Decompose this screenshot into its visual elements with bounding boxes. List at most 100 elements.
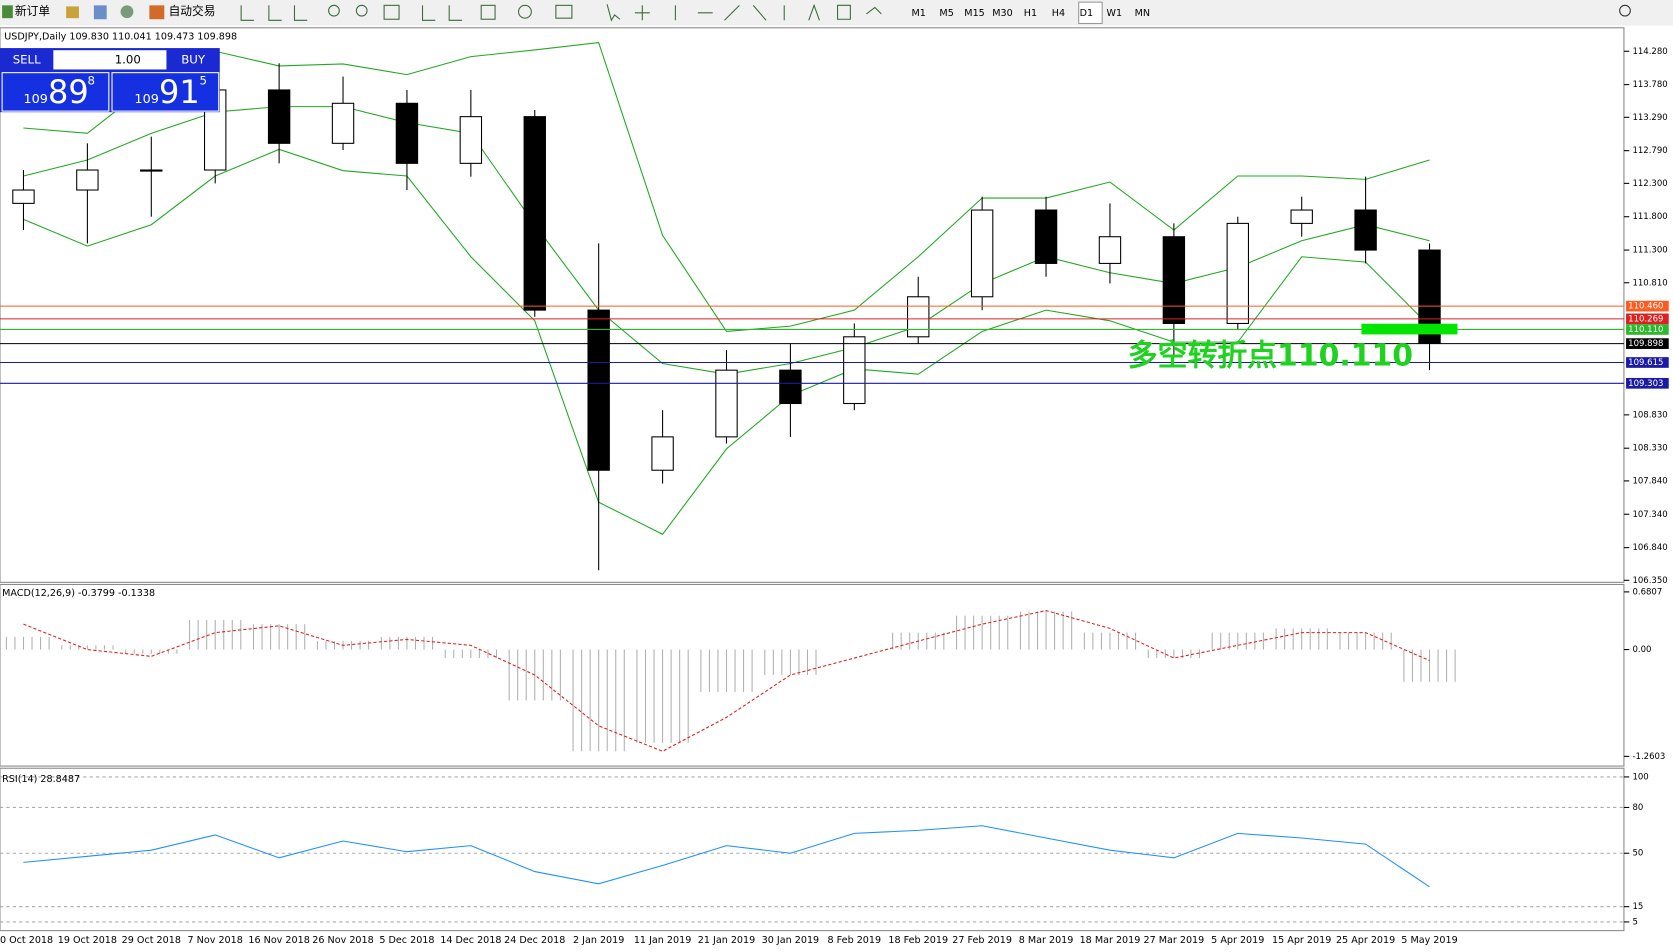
level-label: 110.110 [1628,325,1663,335]
active-timeframe [1078,1,1103,25]
y-tick-label: 113.780 [1632,80,1667,90]
x-tick-label: 19 Oct 2018 [58,935,117,946]
y-tick-label: 106.840 [1632,543,1667,553]
y-tick-label: 0.00 [1632,645,1651,655]
y-tick-label: 50 [1632,849,1643,859]
timeframe[interactable]: M15 [964,8,984,19]
y-tick-label: 111.800 [1632,212,1667,222]
x-tick-label: 26 Nov 2018 [312,935,373,946]
timeframe[interactable]: H4 [1052,8,1065,19]
level-label: 110.269 [1628,314,1663,324]
y-tick-label: 5 [1632,917,1637,927]
buy[interactable]: BUY [181,52,206,66]
lots[interactable]: 1.00 [115,52,141,66]
sell-button[interactable] [2,50,52,70]
timeframe[interactable]: M30 [992,8,1012,19]
level-label: 110.460 [1628,302,1663,312]
bollinger-lower [23,148,1430,535]
timeframe[interactable]: H1 [1024,8,1037,19]
y-tick-label: 111.300 [1632,246,1667,256]
level-label-bg [1626,338,1669,349]
candle-body [459,116,483,164]
search[interactable] [1619,4,1631,17]
candle-body [76,169,99,191]
candle-body [267,89,291,144]
timeframe[interactable]: D1 [1080,8,1093,19]
candle-body [843,336,866,405]
x-tick-label: 27 Mar 2019 [1143,935,1204,946]
x-tick-label: 5 Apr 2019 [1211,935,1264,946]
rsi-panel [0,767,1625,932]
x-tick-label: 18 Feb 2019 [888,935,948,946]
candle-body [1034,209,1058,264]
y-tick-label: 107.340 [1632,510,1667,520]
timeframe[interactable]: M1 [911,8,925,19]
main-panel [0,27,1625,583]
tool-icons[interactable] [240,3,882,22]
rsi-header: RSI(14) 28.8487 [2,774,80,785]
sell[interactable]: SELL [13,52,41,66]
macd-header: MACD(12,26,9) -0.3799 -0.1338 [2,588,155,599]
x-tick-label: 25 Apr 2019 [1336,935,1395,946]
candle-body [587,309,610,471]
macd-panel [0,583,1625,767]
x-tick-label: 8 Mar 2019 [1019,935,1074,946]
bollinger-upper [23,42,1430,333]
ask-box[interactable] [111,72,220,112]
candle-body [1098,236,1122,264]
bid-box[interactable] [1,72,110,112]
x-tick-label: 14 Dec 2018 [440,935,501,946]
y-tick-label: 113.290 [1632,113,1667,123]
candle-body [715,369,738,438]
x-tick-label: 10 Oct 2018 [0,935,53,946]
level-label-bg [1626,324,1669,335]
lots-box[interactable] [53,50,167,70]
ask-main: 91 [159,73,200,111]
y-tick-label: 80 [1632,803,1643,813]
bid-big: 109 [23,92,47,107]
x-tick-label: 5 May 2019 [1401,935,1457,946]
annotation: 多空转折点110.110 [1128,338,1413,373]
level-label: 109.303 [1628,379,1663,389]
x-tick-label: 2 Jan 2019 [573,935,624,946]
candle-body [1226,222,1249,324]
x-tick-label: 21 Jan 2019 [698,935,755,946]
y-tick-label: 108.330 [1632,444,1667,454]
y-tick-label: 100 [1632,772,1648,782]
y-tick-label: 114.280 [1632,47,1667,57]
ask-small: 5 [200,74,207,88]
auto-trade[interactable]: 自动交易 [169,4,216,18]
x-tick-label: 15 Apr 2019 [1272,935,1331,946]
level-label: 109.615 [1628,358,1663,368]
y-tick-label: 112.300 [1632,179,1667,189]
toolbar: 新订单 自动交易 M1 M5 M15 M30 H1 H4 D1 W1 MN [0,0,1673,26]
new-order-icon[interactable] [2,5,13,19]
candle-body [970,209,994,298]
icon[interactable] [120,5,134,19]
toolbar-bg [0,0,1673,26]
icon[interactable] [93,5,107,20]
timeframe[interactable]: W1 [1107,8,1123,19]
level-label-bg [1626,300,1669,312]
x-tick-label: 24 Dec 2018 [504,935,565,946]
x-tick-label: 30 Jan 2019 [762,935,819,946]
new-order[interactable]: 新订单 [15,4,50,18]
ask-big: 109 [134,92,158,107]
icon[interactable] [66,6,79,19]
x-tick-label: 11 Jan 2019 [634,935,691,946]
y-tick-label: 15 [1632,902,1643,912]
highlight-bar [1361,323,1458,335]
candle-body [907,296,930,338]
timeframe[interactable]: M5 [939,8,953,19]
candle-body [779,369,802,405]
timeframe[interactable]: MN [1135,8,1150,19]
candle-body [331,102,355,144]
level-label-bg [1626,357,1669,368]
auto-trade-icon[interactable] [149,5,165,20]
rsi-line [23,825,1430,888]
candle-body [395,102,419,164]
candle-body [1354,209,1377,251]
chart-header: USDJPY,Daily 109.830 110.041 109.473 109… [4,31,237,42]
